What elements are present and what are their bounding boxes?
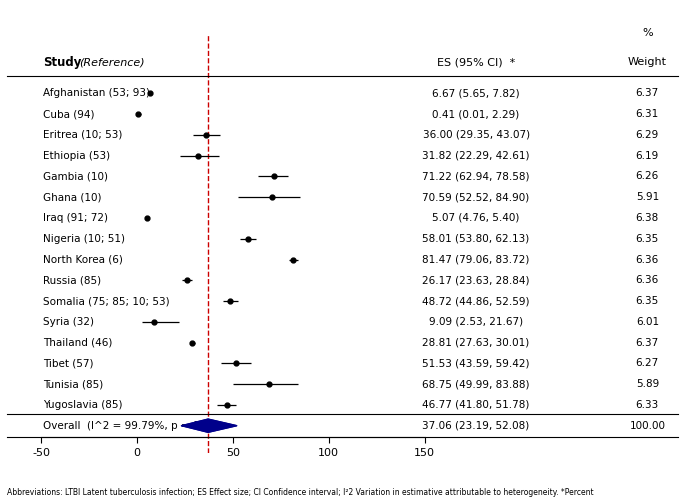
Text: 71.22 (62.94, 78.58): 71.22 (62.94, 78.58) [423, 172, 530, 182]
Text: Eritrea (10; 53): Eritrea (10; 53) [43, 130, 123, 140]
Text: 6.38: 6.38 [636, 213, 659, 223]
Text: Abbreviations: LTBI Latent tuberculosis infection; ES Effect size; CI Confidence: Abbreviations: LTBI Latent tuberculosis … [7, 488, 593, 497]
Text: 68.75 (49.99, 83.88): 68.75 (49.99, 83.88) [423, 379, 530, 389]
Text: 9.09 (2.53, 21.67): 9.09 (2.53, 21.67) [429, 317, 523, 327]
Text: 6.19: 6.19 [636, 151, 659, 160]
Text: Tunisia (85): Tunisia (85) [43, 379, 103, 389]
Text: Thailand (46): Thailand (46) [43, 338, 112, 348]
Text: Cuba (94): Cuba (94) [43, 109, 95, 119]
Text: 6.67 (5.65, 7.82): 6.67 (5.65, 7.82) [432, 89, 520, 99]
Text: 6.26: 6.26 [636, 172, 659, 182]
Text: Gambia (10): Gambia (10) [43, 172, 108, 182]
Text: Afghanistan (53; 93): Afghanistan (53; 93) [43, 89, 150, 99]
Text: 58.01 (53.80, 62.13): 58.01 (53.80, 62.13) [423, 234, 530, 244]
Polygon shape [182, 419, 237, 433]
Text: Iraq (91; 72): Iraq (91; 72) [43, 213, 108, 223]
Text: 6.01: 6.01 [636, 317, 659, 327]
Text: Ghana (10): Ghana (10) [43, 192, 101, 202]
Text: 28.81 (27.63, 30.01): 28.81 (27.63, 30.01) [423, 338, 530, 348]
Text: 37.06 (23.19, 52.08): 37.06 (23.19, 52.08) [423, 421, 530, 431]
Text: 48.72 (44.86, 52.59): 48.72 (44.86, 52.59) [423, 296, 530, 306]
Text: 36.00 (29.35, 43.07): 36.00 (29.35, 43.07) [423, 130, 530, 140]
Text: 6.35: 6.35 [636, 296, 659, 306]
Text: North Korea (6): North Korea (6) [43, 255, 123, 265]
Text: 6.36: 6.36 [636, 255, 659, 265]
Text: Russia (85): Russia (85) [43, 275, 101, 285]
Text: Ethiopia (53): Ethiopia (53) [43, 151, 110, 160]
Text: 6.36: 6.36 [636, 275, 659, 285]
Text: Somalia (75; 85; 10; 53): Somalia (75; 85; 10; 53) [43, 296, 170, 306]
Text: Syria (32): Syria (32) [43, 317, 94, 327]
Text: 81.47 (79.06, 83.72): 81.47 (79.06, 83.72) [423, 255, 530, 265]
Text: 6.27: 6.27 [636, 358, 659, 368]
Text: (Reference): (Reference) [79, 57, 145, 67]
Text: 5.89: 5.89 [636, 379, 659, 389]
Text: %: % [642, 28, 653, 38]
Text: Yugoslavia (85): Yugoslavia (85) [43, 400, 123, 410]
Text: Tibet (57): Tibet (57) [43, 358, 94, 368]
Text: 0.41 (0.01, 2.29): 0.41 (0.01, 2.29) [432, 109, 520, 119]
Text: Overall  (I^2 = 99.79%, p = 0.00): Overall (I^2 = 99.79%, p = 0.00) [43, 421, 220, 431]
Text: ES (95% CI)  *: ES (95% CI) * [437, 57, 515, 67]
Text: 6.37: 6.37 [636, 338, 659, 348]
Text: 6.35: 6.35 [636, 234, 659, 244]
Text: 6.33: 6.33 [636, 400, 659, 410]
Text: 70.59 (52.52, 84.90): 70.59 (52.52, 84.90) [423, 192, 530, 202]
Text: 46.77 (41.80, 51.78): 46.77 (41.80, 51.78) [423, 400, 530, 410]
Text: 31.82 (22.29, 42.61): 31.82 (22.29, 42.61) [423, 151, 530, 160]
Text: Weight: Weight [628, 57, 667, 67]
Text: 51.53 (43.59, 59.42): 51.53 (43.59, 59.42) [423, 358, 530, 368]
Text: Study: Study [43, 56, 82, 69]
Text: 5.91: 5.91 [636, 192, 659, 202]
Text: 100.00: 100.00 [630, 421, 665, 431]
Text: 6.29: 6.29 [636, 130, 659, 140]
Text: 26.17 (23.63, 28.84): 26.17 (23.63, 28.84) [423, 275, 530, 285]
Text: Nigeria (10; 51): Nigeria (10; 51) [43, 234, 125, 244]
Text: 5.07 (4.76, 5.40): 5.07 (4.76, 5.40) [432, 213, 520, 223]
Text: 6.37: 6.37 [636, 89, 659, 99]
Text: 6.31: 6.31 [636, 109, 659, 119]
